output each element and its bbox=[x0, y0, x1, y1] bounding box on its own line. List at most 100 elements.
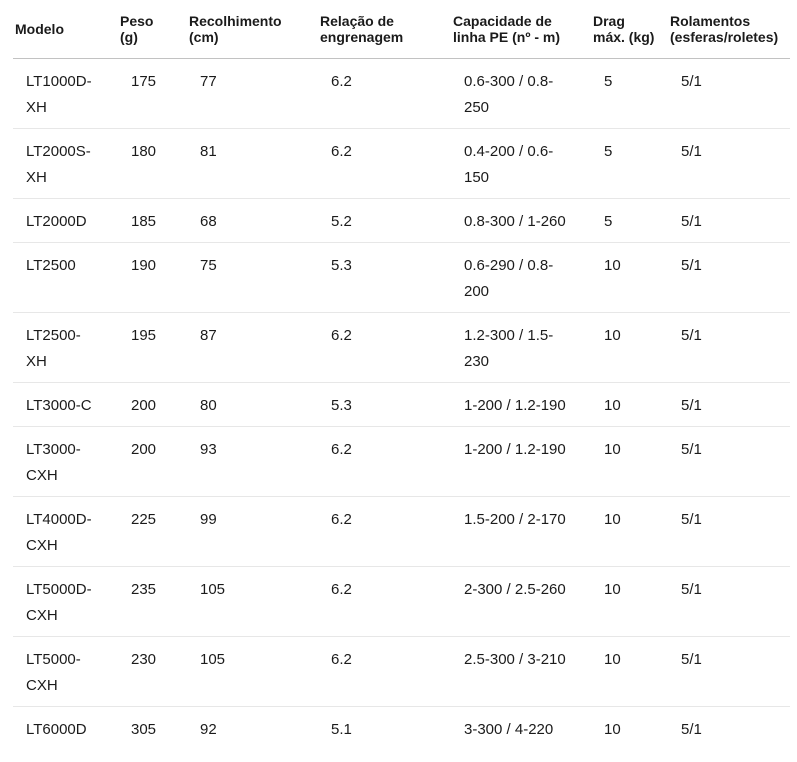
cell-model: LT5000D-CXH bbox=[13, 566, 118, 637]
cell-weight-g: 305 bbox=[118, 706, 187, 750]
cell-model: LT4000D-CXH bbox=[13, 496, 118, 567]
column-header-weight-g: Peso (g) bbox=[118, 0, 187, 59]
cell-retrieve-cm: 75 bbox=[187, 242, 318, 313]
cell-retrieve-cm: 87 bbox=[187, 312, 318, 383]
cell-model: LT3000-CXH bbox=[13, 426, 118, 497]
table-row: LT6000D 305 92 5.1 3-300 / 4-220 10 5/1 bbox=[13, 706, 790, 750]
cell-max-drag-kg: 10 bbox=[591, 382, 668, 427]
cell-line-capacity-pe: 0.6-290 / 0.8-200 bbox=[451, 242, 591, 313]
column-header-gear-ratio: Relação de engrenagem bbox=[318, 0, 451, 59]
cell-model: LT1000D-XH bbox=[26, 73, 92, 116]
cell-weight-g: 185 bbox=[118, 198, 187, 243]
cell-max-drag-kg: 5 bbox=[591, 128, 668, 199]
table-row: LT2000D 185 68 5.2 0.8-300 / 1-260 5 5/1 bbox=[13, 198, 790, 243]
table-row: LT4000D-CXH 225 99 6.2 1.5-200 / 2-170 10 5/1 bbox=[13, 496, 790, 567]
cell-gear-ratio: 6.2 bbox=[318, 128, 451, 199]
cell-bearings: 5/1 bbox=[668, 426, 790, 497]
cell-bearings: 5/1 bbox=[668, 496, 790, 567]
cell-bearings: 5/1 bbox=[668, 242, 790, 313]
cell-weight-g: 235 bbox=[118, 566, 187, 637]
cell-model: LT2000S-XH bbox=[13, 128, 118, 199]
cell-max-drag-kg: 5 bbox=[591, 198, 668, 243]
cell-gear-ratio: 5.2 bbox=[318, 198, 451, 243]
reel-spec-table: Modelo Peso (g) Recolhimento (cm) Relação d… bbox=[13, 0, 790, 750]
cell-bearings: 5/1 bbox=[668, 312, 790, 383]
table-row: LT2500-XH 195 87 6.2 1.2-300 / 1.5-230 10 5/1 bbox=[13, 312, 790, 383]
cell-retrieve-cm: 68 bbox=[187, 198, 318, 243]
cell-model: LT3000-C bbox=[13, 382, 118, 427]
table-row: LT3000-C 200 80 5.3 1-200 / 1.2-190 10 5/1 bbox=[13, 382, 790, 427]
cell-weight-g: 200 bbox=[118, 382, 187, 427]
column-header-retrieve-cm: Recolhimento (cm) bbox=[187, 0, 318, 59]
cell-retrieve-cm: 77 bbox=[200, 73, 217, 90]
cell-line-capacity-pe: 1-200 / 1.2-190 bbox=[451, 382, 591, 427]
cell-bearings: 5/1 bbox=[668, 636, 790, 707]
column-header-max-drag-kg: Drag máx. (kg) bbox=[591, 0, 668, 59]
cell-weight-g: 200 bbox=[118, 426, 187, 497]
cell-max-drag-kg: 10 bbox=[591, 242, 668, 313]
cell-retrieve-cm: 81 bbox=[187, 128, 318, 199]
cell-max-drag-kg: 10 bbox=[591, 636, 668, 707]
table-body: LT1000D-XH 175 77 6.2 0.6-300 / 0.8-250 5 5/1 L… bbox=[13, 59, 790, 750]
column-header-model: Modelo bbox=[13, 0, 118, 59]
cell-bearings: 5/1 bbox=[668, 706, 790, 750]
cell-gear-ratio: 6.2 bbox=[318, 566, 451, 637]
cell-weight-g: 195 bbox=[118, 312, 187, 383]
cell-retrieve-cm: 93 bbox=[187, 426, 318, 497]
table-row: LT5000-CXH 230 105 6.2 2.5-300 / 3-210 10 5/1 bbox=[13, 636, 790, 707]
cell-bearings: 5/1 bbox=[668, 382, 790, 427]
table-row: LT2500 190 75 5.3 0.6-290 / 0.8-200 10 5/1 bbox=[13, 242, 790, 313]
cell-max-drag-kg: 10 bbox=[591, 706, 668, 750]
table-row: LT5000D-CXH 235 105 6.2 2-300 / 2.5-260 10 5/1 bbox=[13, 566, 790, 637]
table-row: LT1000D-XH 175 77 6.2 0.6-300 / 0.8-250 5 5/1 bbox=[13, 59, 790, 129]
cell-gear-ratio: 6.2 bbox=[318, 426, 451, 497]
cell-bearings: 5/1 bbox=[668, 128, 790, 199]
cell-gear-ratio: 5.3 bbox=[318, 382, 451, 427]
cell-gear-ratio: 5.1 bbox=[318, 706, 451, 750]
cell-line-capacity-pe: 1.2-300 / 1.5-230 bbox=[451, 312, 591, 383]
cell-max-drag-kg: 5 bbox=[604, 73, 613, 90]
cell-bearings: 5/1 bbox=[668, 566, 790, 637]
cell-weight-g: 230 bbox=[118, 636, 187, 707]
cell-model: LT6000D bbox=[13, 706, 118, 750]
cell-line-capacity-pe: 2-300 / 2.5-260 bbox=[451, 566, 591, 637]
cell-max-drag-kg: 10 bbox=[591, 312, 668, 383]
table-row: LT2000S-XH 180 81 6.2 0.4-200 / 0.6-150 5 5/1 bbox=[13, 128, 790, 199]
table-header-row: Modelo Peso (g) Recolhimento (cm) Relação d… bbox=[13, 0, 790, 59]
table-header: Modelo Peso (g) Recolhimento (cm) Relação d… bbox=[13, 0, 790, 59]
cell-line-capacity-pe: 0.6-300 / 0.8-250 bbox=[464, 73, 554, 116]
column-header-bearings: Rolamentos (esferas/roletes) bbox=[668, 0, 790, 59]
cell-gear-ratio: 5.3 bbox=[318, 242, 451, 313]
cell-retrieve-cm: 80 bbox=[187, 382, 318, 427]
cell-model: LT2500-XH bbox=[13, 312, 118, 383]
cell-line-capacity-pe: 3-300 / 4-220 bbox=[451, 706, 591, 750]
cell-weight-g: 190 bbox=[118, 242, 187, 313]
cell-retrieve-cm: 99 bbox=[187, 496, 318, 567]
cell-gear-ratio: 6.2 bbox=[318, 636, 451, 707]
column-header-line-capacity-pe: Capacidade de linha PE (nº - m) bbox=[451, 0, 591, 59]
cell-line-capacity-pe: 1-200 / 1.2-190 bbox=[451, 426, 591, 497]
cell-model: LT2000D bbox=[13, 198, 118, 243]
cell-weight-g: 225 bbox=[118, 496, 187, 567]
table-row: LT3000-CXH 200 93 6.2 1-200 / 1.2-190 10 5/1 bbox=[13, 426, 790, 497]
cell-gear-ratio: 6.2 bbox=[318, 496, 451, 567]
cell-bearings: 5/1 bbox=[668, 198, 790, 243]
cell-max-drag-kg: 10 bbox=[591, 566, 668, 637]
cell-model: LT2500 bbox=[13, 242, 118, 313]
cell-max-drag-kg: 10 bbox=[591, 496, 668, 567]
cell-retrieve-cm: 105 bbox=[187, 636, 318, 707]
cell-line-capacity-pe: 0.8-300 / 1-260 bbox=[451, 198, 591, 243]
cell-line-capacity-pe: 1.5-200 / 2-170 bbox=[451, 496, 591, 567]
cell-retrieve-cm: 105 bbox=[187, 566, 318, 637]
cell-line-capacity-pe: 0.4-200 / 0.6-150 bbox=[451, 128, 591, 199]
cell-bearings: 5/1 bbox=[681, 73, 702, 90]
cell-model: LT5000-CXH bbox=[13, 636, 118, 707]
cell-retrieve-cm: 92 bbox=[187, 706, 318, 750]
cell-max-drag-kg: 10 bbox=[591, 426, 668, 497]
cell-weight-g: 175 bbox=[131, 73, 157, 90]
cell-gear-ratio: 6.2 bbox=[331, 73, 352, 90]
cell-weight-g: 180 bbox=[118, 128, 187, 199]
cell-line-capacity-pe: 2.5-300 / 3-210 bbox=[451, 636, 591, 707]
cell-gear-ratio: 6.2 bbox=[318, 312, 451, 383]
